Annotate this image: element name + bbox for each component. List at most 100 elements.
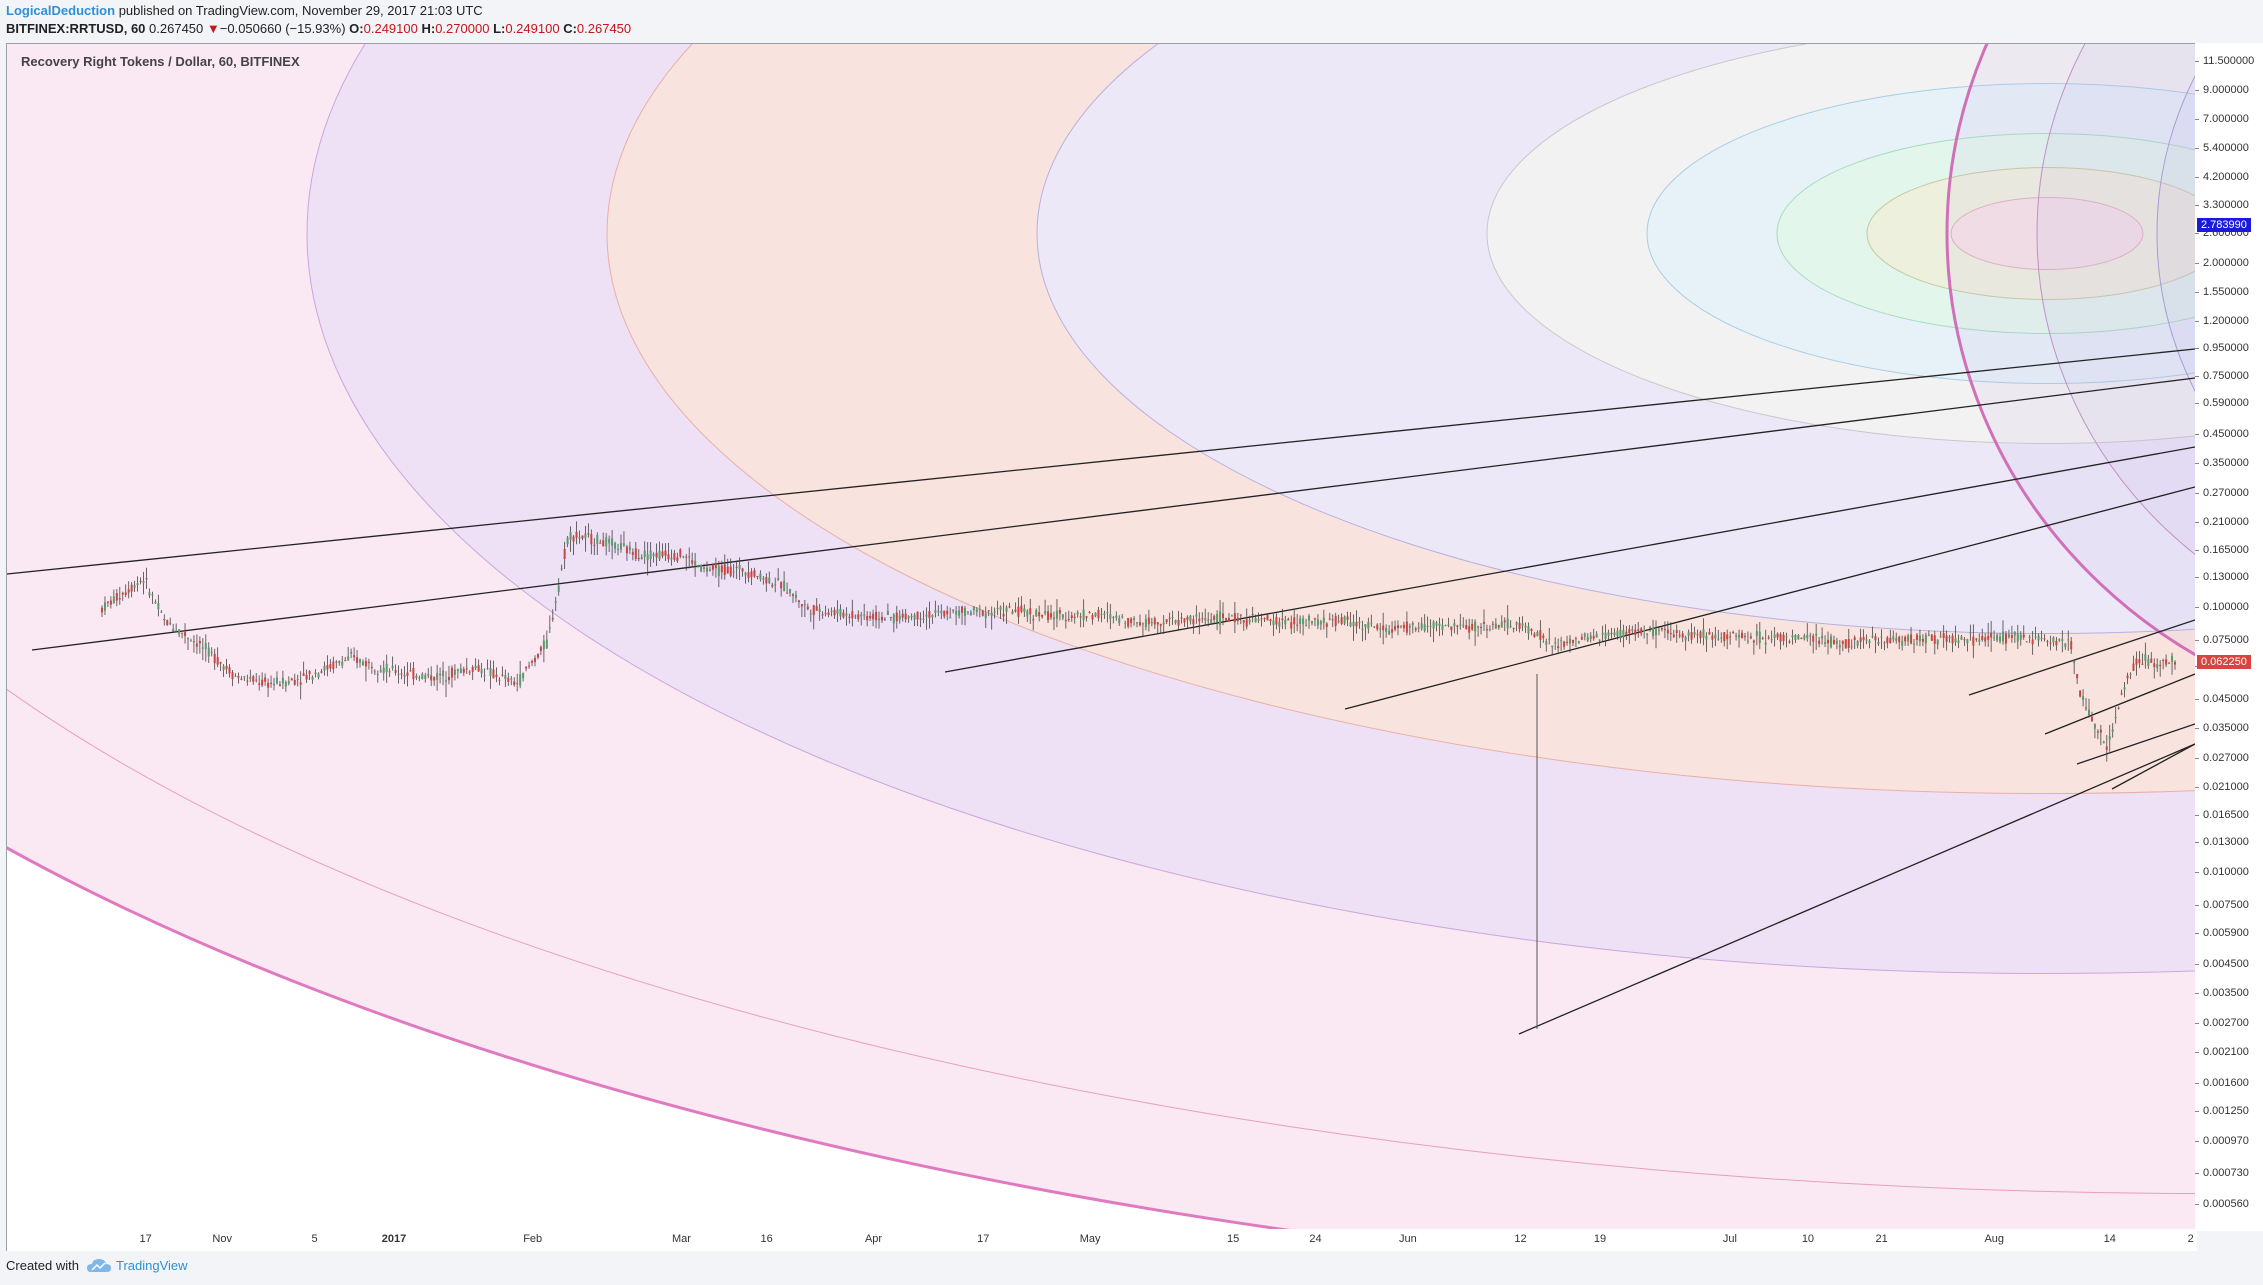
candle-body — [305, 674, 308, 680]
candle-body — [1794, 634, 1797, 640]
candle-body — [729, 566, 732, 576]
candle-body — [1325, 623, 1328, 627]
candle-body — [394, 670, 397, 674]
chart-title: Recovery Right Tokens / Dollar, 60, BITF… — [21, 54, 300, 69]
candle-body — [323, 665, 326, 671]
candle-body — [596, 535, 599, 544]
candle-body — [848, 616, 851, 618]
candle-body — [1699, 631, 1702, 639]
candle-body — [1233, 613, 1236, 622]
candle-body — [1355, 622, 1358, 627]
candle-body — [1821, 635, 1824, 639]
candle-body — [619, 543, 622, 550]
candle-body — [1524, 625, 1527, 628]
candle-body — [1832, 639, 1835, 644]
candle-body — [1441, 625, 1444, 630]
candle-body — [1776, 633, 1779, 638]
candle-body — [940, 610, 943, 614]
candle-body — [1091, 614, 1094, 620]
candle-body — [367, 661, 370, 663]
candle-body — [545, 639, 548, 649]
time-tick-label: Mar — [671, 1233, 691, 1245]
candle-body — [783, 581, 786, 592]
candle-body — [969, 612, 972, 615]
symbol-name[interactable]: BITFINEX:RRTUSD, 60 — [6, 21, 146, 36]
candle-body — [1239, 614, 1242, 616]
candle-body — [2073, 660, 2076, 664]
candle-body — [700, 565, 703, 572]
candle-body — [878, 618, 881, 621]
candle-body — [299, 682, 302, 685]
price-change: −0.050660 (−15.93%) — [219, 21, 346, 36]
price-tick-label: 0.013000 — [2195, 836, 2249, 849]
candle-body — [160, 611, 163, 613]
candle-body — [1201, 618, 1204, 620]
candle-body — [2034, 636, 2037, 638]
candle-body — [566, 537, 569, 545]
candle-body — [489, 667, 492, 677]
candle-body — [2058, 638, 2061, 641]
candle-body — [875, 611, 878, 621]
candle-body — [302, 673, 305, 676]
candle-body — [780, 582, 783, 589]
candle-body — [1349, 622, 1352, 627]
candle-body — [516, 683, 519, 685]
candle-body — [2019, 634, 2022, 640]
tradingview-brand[interactable]: TradingView — [86, 1258, 188, 1273]
candle-body — [584, 533, 587, 539]
candle-body — [1041, 614, 1044, 617]
candle-body — [2016, 633, 2019, 642]
candle-body — [1770, 639, 1773, 641]
candle-body — [1174, 619, 1177, 624]
candle-body — [845, 613, 848, 616]
trendlines-drawing[interactable] — [7, 348, 2195, 1035]
candle-body — [1515, 622, 1518, 625]
fib-circles-drawing[interactable] — [7, 44, 2195, 1230]
close-label: C: — [563, 21, 577, 36]
candle-body — [1035, 609, 1038, 617]
candle-body — [255, 679, 258, 681]
time-axis[interactable]: 17 Nov 5 2017 Feb Mar 16 Apr 17 May 15 24 Jun 12 19 Jul… — [6, 1229, 2197, 1251]
candle-body — [453, 669, 456, 675]
candle-body — [907, 616, 910, 619]
candle-body — [1242, 620, 1245, 623]
plot-area[interactable] — [7, 44, 2195, 1230]
candle-body — [1886, 637, 1889, 644]
price-axis[interactable]: 11.500000 9.000000 7.000000 5.400000 4.20000… — [2194, 43, 2263, 1231]
price-tick-label: 0.005900 — [2195, 926, 2249, 939]
candle-body — [344, 660, 347, 662]
candle-body — [1136, 622, 1139, 624]
candle-body — [1545, 641, 1548, 645]
candle-body — [1847, 639, 1850, 649]
candle-body — [1622, 630, 1625, 637]
candle-body — [1809, 635, 1812, 637]
candle-body — [634, 548, 637, 559]
candle-body — [738, 565, 741, 570]
candle-body — [474, 665, 477, 669]
candle-body — [777, 577, 780, 581]
candle-body — [676, 557, 679, 561]
candle-body — [1432, 621, 1435, 629]
candle-body — [1216, 614, 1219, 623]
candle-body — [1480, 626, 1483, 628]
candle-body — [270, 682, 273, 684]
candle-body — [1147, 617, 1150, 625]
candle-body — [1121, 616, 1124, 618]
candle-body — [708, 569, 711, 571]
candle-body — [1874, 636, 1877, 641]
candle-body — [1459, 624, 1462, 626]
candle-body — [2171, 655, 2174, 662]
candle-body — [2090, 716, 2093, 722]
chart-pane[interactable]: Recovery Right Tokens / Dollar, 60, BITF… — [6, 43, 2196, 1231]
candle-body — [513, 681, 516, 686]
candle-body — [332, 661, 335, 670]
candle-body — [121, 592, 124, 595]
candle-body — [1981, 636, 1984, 640]
candle-body — [637, 558, 640, 560]
candle-body — [1571, 639, 1574, 643]
candle-body — [471, 666, 474, 672]
candle-body — [1533, 633, 1536, 638]
candle-body — [679, 549, 682, 557]
candle-body — [1100, 614, 1103, 616]
author-link[interactable]: LogicalDeduction — [6, 3, 116, 18]
